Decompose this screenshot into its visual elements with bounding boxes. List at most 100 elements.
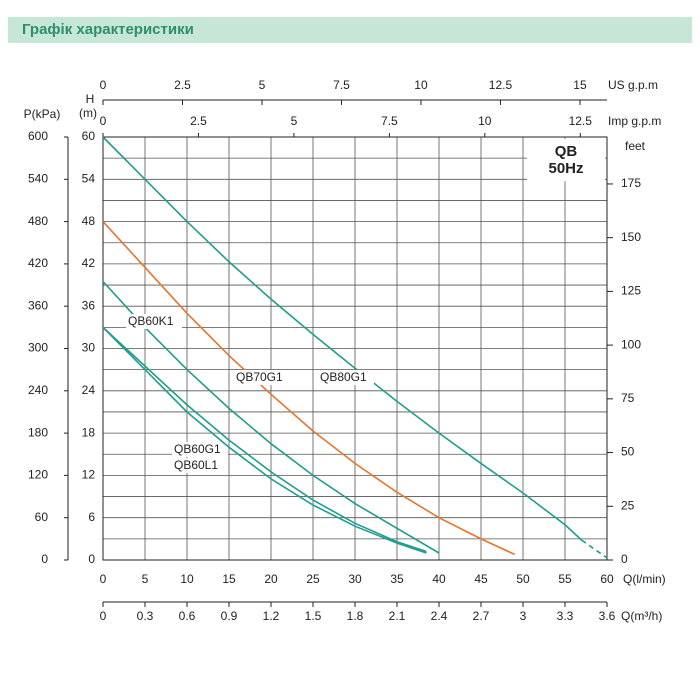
label-bg xyxy=(172,458,228,473)
feet-tick-label: 175 xyxy=(621,176,641,190)
p-tick-label: 480 xyxy=(28,214,48,228)
x-tick-label: 10 xyxy=(180,572,194,586)
annotation: QB xyxy=(555,143,578,160)
label-bg xyxy=(234,370,290,385)
curve xyxy=(102,221,515,556)
x-tick-label: 15 xyxy=(222,572,236,586)
m3h-tick-label: 1.5 xyxy=(305,609,322,623)
x-tick-label: 25 xyxy=(306,572,320,586)
series-label: QB80G1 xyxy=(320,370,367,384)
us-gpm-tick-label: 2.5 xyxy=(174,78,191,92)
m3h-tick-label: 0.3 xyxy=(137,609,154,623)
y-tick-label: 54 xyxy=(82,171,96,185)
p-tick-label: 540 xyxy=(28,171,48,185)
label-bg xyxy=(126,314,182,329)
x-tick-label: 40 xyxy=(432,572,446,586)
title-bar xyxy=(8,17,692,43)
p-tick-label: 120 xyxy=(28,468,48,482)
y-tick-label: 36 xyxy=(82,298,96,312)
m3h-tick-label: 2.1 xyxy=(389,609,406,623)
y-tick-label: 6 xyxy=(88,510,95,524)
us-gpm-tick-label: 7.5 xyxy=(333,78,350,92)
y-tick-label: 42 xyxy=(82,256,96,270)
label-bg xyxy=(172,442,228,457)
feet-tick-label: 50 xyxy=(621,445,635,459)
x-tick-label: 20 xyxy=(264,572,278,586)
series-label: QB60G1 xyxy=(174,442,221,456)
imp-gpm-tick-label: 12.5 xyxy=(569,114,593,128)
annotation-box xyxy=(527,139,605,181)
y-tick-label: 30 xyxy=(82,341,96,355)
feet-tick-label: 150 xyxy=(621,230,641,244)
p-tick-label: 600 xyxy=(28,129,48,143)
curve xyxy=(102,326,427,554)
us-gpm-tick-label: 10 xyxy=(414,78,428,92)
p-tick-label: 0 xyxy=(41,552,48,566)
y-tick-label: 60 xyxy=(82,129,96,143)
series-label: QB60L1 xyxy=(174,458,218,472)
x-axis-label: Q(l/min) xyxy=(623,572,666,586)
p-axis-label: P(kPa) xyxy=(24,107,61,121)
y-axis-label: H xyxy=(86,92,95,106)
feet-tick-label: 75 xyxy=(621,391,635,405)
m3h-tick-label: 0 xyxy=(100,609,107,623)
feet-tick-label: 125 xyxy=(621,284,641,298)
y-tick-label: 48 xyxy=(82,214,96,228)
y-tick-label: 18 xyxy=(82,425,96,439)
x-tick-label: 30 xyxy=(348,572,362,586)
imp-gpm-tick-label: 5 xyxy=(291,114,298,128)
y-tick-label: 12 xyxy=(82,468,96,482)
m3h-tick-label: 1.2 xyxy=(263,609,280,623)
y-tick-label: 0 xyxy=(88,552,95,566)
curve-dashed xyxy=(581,539,608,559)
imp-gpm-axis-label: Imp g.p.m xyxy=(608,114,661,128)
p-tick-label: 360 xyxy=(28,298,48,312)
m3h-tick-label: 1.8 xyxy=(347,609,364,623)
feet-tick-label: 25 xyxy=(621,498,635,512)
imp-gpm-tick-label: 7.5 xyxy=(381,114,398,128)
us-gpm-tick-label: 5 xyxy=(259,78,266,92)
annotation: 50Hz xyxy=(548,160,583,177)
series-label: QB70G1 xyxy=(236,370,283,384)
x-tick-label: 55 xyxy=(558,572,572,586)
y-axis-unit: (m) xyxy=(79,106,97,120)
chart-title: Графік характеристики xyxy=(22,21,194,38)
curve xyxy=(102,136,583,541)
p-tick-label: 180 xyxy=(28,425,48,439)
feet-axis-label: feet xyxy=(625,139,646,153)
p-tick-label: 240 xyxy=(28,383,48,397)
m3h-tick-label: 0.9 xyxy=(221,609,238,623)
m3h-tick-label: 2.7 xyxy=(473,609,490,623)
us-gpm-tick-label: 0 xyxy=(100,78,107,92)
m3h-tick-label: 3.6 xyxy=(599,609,616,623)
series-label: QB60K1 xyxy=(128,314,174,328)
imp-gpm-tick-label: 10 xyxy=(478,114,492,128)
p-tick-label: 300 xyxy=(28,341,48,355)
x-tick-label: 0 xyxy=(100,572,107,586)
us-gpm-axis-label: US g.p.m xyxy=(608,78,658,92)
m3h-tick-label: 0.6 xyxy=(179,609,196,623)
m3h-axis-label: Q(m³/h) xyxy=(621,609,662,623)
us-gpm-tick-label: 15 xyxy=(573,78,587,92)
x-tick-label: 60 xyxy=(600,572,614,586)
m3h-tick-label: 3.3 xyxy=(557,609,574,623)
m3h-tick-label: 2.4 xyxy=(431,609,448,623)
p-tick-label: 420 xyxy=(28,256,48,270)
imp-gpm-tick-label: 2.5 xyxy=(190,114,207,128)
imp-gpm-tick-label: 0 xyxy=(100,114,107,128)
feet-tick-label: 0 xyxy=(621,552,628,566)
x-tick-label: 50 xyxy=(516,572,530,586)
x-tick-label: 5 xyxy=(142,572,149,586)
curve xyxy=(102,326,427,553)
us-gpm-tick-label: 12.5 xyxy=(489,78,513,92)
feet-tick-label: 100 xyxy=(621,337,641,351)
y-tick-label: 24 xyxy=(82,383,96,397)
p-tick-label: 60 xyxy=(35,510,49,524)
curve xyxy=(102,280,440,554)
plot-frame xyxy=(102,136,608,561)
x-tick-label: 35 xyxy=(390,572,404,586)
label-bg xyxy=(318,370,374,385)
m3h-tick-label: 3 xyxy=(520,609,527,623)
x-tick-label: 45 xyxy=(474,572,488,586)
